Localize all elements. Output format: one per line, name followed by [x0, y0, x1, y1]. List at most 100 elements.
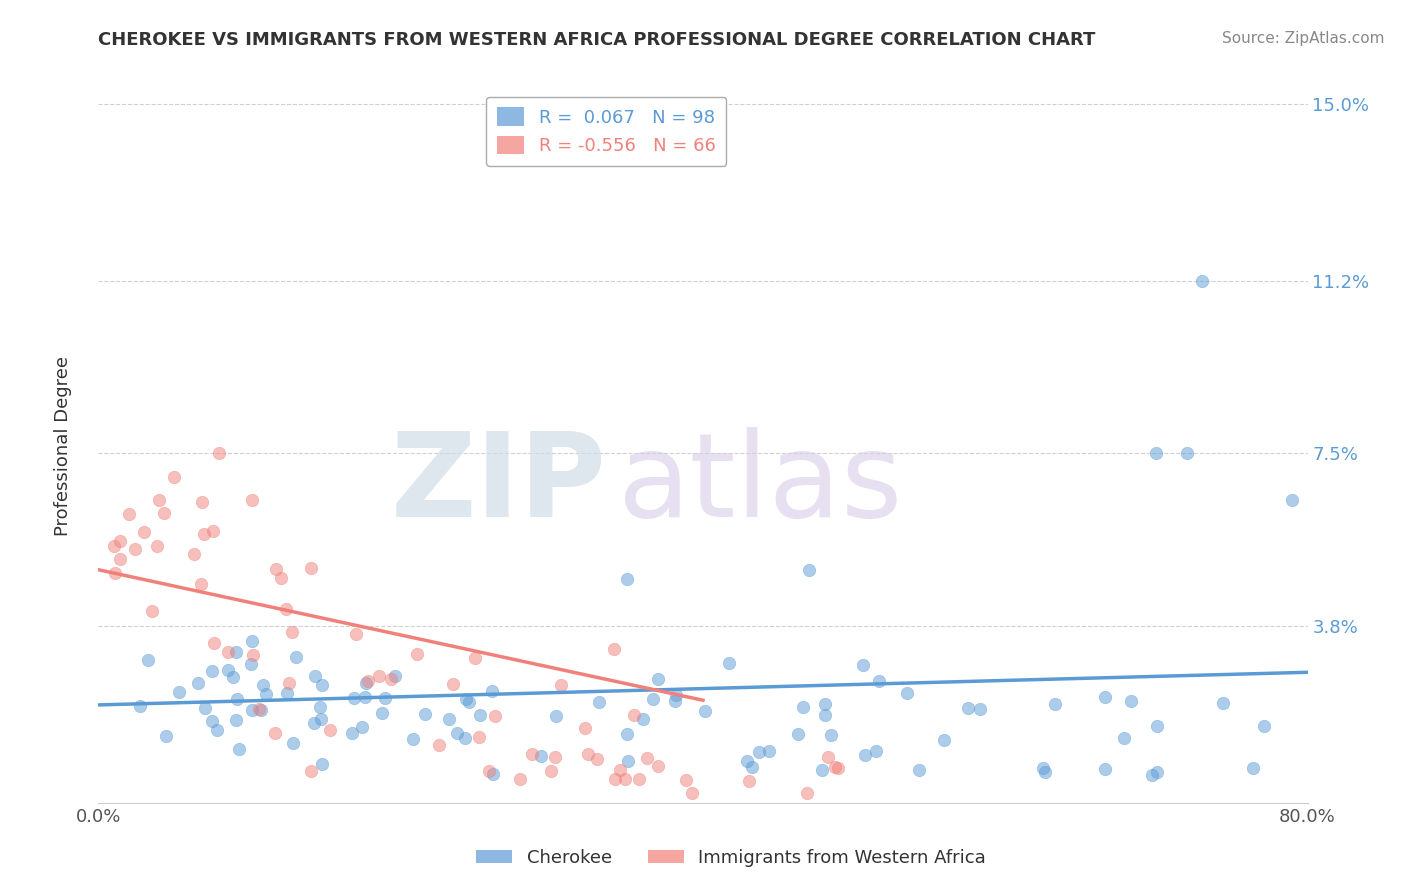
Point	[240, 657, 263, 672]
Point	[481, 767, 503, 781]
Point	[367, 669, 389, 683]
Point	[468, 730, 491, 744]
Point	[641, 692, 664, 706]
Point	[191, 494, 214, 508]
Point	[155, 729, 177, 743]
Point	[544, 749, 567, 764]
Text: atlas: atlas	[619, 427, 904, 542]
Point	[934, 733, 956, 747]
Point	[187, 675, 209, 690]
Point	[148, 492, 170, 507]
Point	[820, 728, 842, 742]
Point	[281, 736, 304, 750]
Point	[146, 539, 169, 553]
Point	[1281, 492, 1303, 507]
Legend: R =  0.067   N = 98, R = -0.556   N = 66: R = 0.067 N = 98, R = -0.556 N = 66	[486, 96, 727, 166]
Point	[544, 708, 567, 723]
Point	[468, 708, 491, 723]
Point	[907, 764, 929, 778]
Point	[427, 739, 450, 753]
Point	[824, 760, 846, 774]
Point	[865, 744, 887, 758]
Point	[208, 446, 231, 460]
Point	[1112, 731, 1135, 746]
Point	[276, 602, 298, 616]
Point	[225, 713, 247, 727]
Point	[228, 742, 250, 756]
Point	[284, 650, 307, 665]
Point	[201, 714, 224, 728]
Point	[380, 672, 402, 686]
Point	[413, 706, 436, 721]
Point	[276, 686, 298, 700]
Point	[616, 572, 638, 586]
Point	[457, 695, 479, 709]
Point	[576, 747, 599, 761]
Point	[240, 634, 263, 648]
Point	[129, 698, 152, 713]
Point	[319, 723, 342, 737]
Point	[896, 686, 918, 700]
Point	[132, 525, 155, 540]
Point	[758, 744, 780, 758]
Point	[437, 712, 460, 726]
Point	[588, 695, 610, 709]
Point	[357, 674, 380, 689]
Point	[1140, 768, 1163, 782]
Point	[309, 699, 332, 714]
Point	[136, 653, 159, 667]
Point	[311, 757, 333, 772]
Point	[817, 749, 839, 764]
Point	[647, 759, 669, 773]
Point	[281, 625, 304, 640]
Point	[797, 563, 820, 577]
Point	[304, 669, 326, 683]
Point	[550, 677, 572, 691]
Point	[623, 707, 645, 722]
Point	[302, 715, 325, 730]
Point	[509, 772, 531, 787]
Point	[344, 627, 367, 641]
Point	[266, 562, 288, 576]
Point	[240, 493, 263, 508]
Point	[605, 772, 627, 787]
Point	[1121, 694, 1143, 708]
Point	[118, 507, 141, 521]
Point	[613, 772, 636, 787]
Point	[299, 764, 322, 779]
Point	[370, 706, 392, 720]
Point	[484, 708, 506, 723]
Point	[1146, 765, 1168, 780]
Point	[152, 507, 174, 521]
Point	[969, 702, 991, 716]
Point	[1241, 760, 1264, 774]
Point	[254, 687, 277, 701]
Point	[103, 540, 125, 554]
Point	[311, 678, 333, 692]
Point	[108, 552, 131, 566]
Legend: Cherokee, Immigrants from Western Africa: Cherokee, Immigrants from Western Africa	[468, 842, 994, 874]
Point	[163, 469, 186, 483]
Text: Professional Degree: Professional Degree	[55, 356, 72, 536]
Point	[201, 664, 224, 678]
Point	[787, 726, 810, 740]
Point	[814, 697, 837, 711]
Point	[609, 763, 631, 777]
Point	[354, 690, 377, 704]
Point	[446, 726, 468, 740]
Point	[374, 690, 396, 705]
Point	[481, 683, 503, 698]
Point	[617, 754, 640, 768]
Point	[194, 701, 217, 715]
Point	[738, 774, 761, 789]
Point	[222, 670, 245, 684]
Point	[441, 677, 464, 691]
Point	[110, 534, 132, 549]
Point	[718, 657, 741, 671]
Point	[240, 704, 263, 718]
Text: CHEROKEE VS IMMIGRANTS FROM WESTERN AFRICA PROFESSIONAL DEGREE CORRELATION CHART: CHEROKEE VS IMMIGRANTS FROM WESTERN AFRI…	[98, 31, 1095, 49]
Point	[201, 524, 224, 538]
Point	[193, 527, 215, 541]
Point	[1212, 696, 1234, 710]
Point	[647, 672, 669, 686]
